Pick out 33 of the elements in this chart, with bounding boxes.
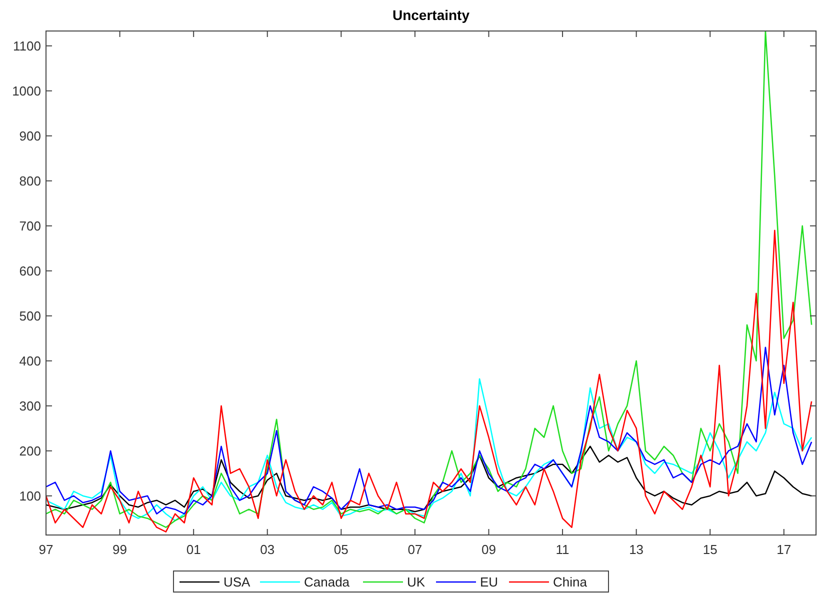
y-tick-label: 800 (19, 173, 41, 188)
line-series (46, 446, 812, 512)
y-tick-label: 900 (19, 128, 41, 144)
line-series (46, 346, 812, 514)
x-tick-label: 99 (112, 542, 128, 557)
x-tick-label: 13 (629, 542, 644, 557)
x-tick-label: 07 (408, 542, 422, 557)
line-series (46, 31, 812, 528)
y-tick-label: 600 (19, 263, 41, 278)
x-tick-label: 05 (334, 542, 348, 557)
chart-title: Uncertainty (392, 7, 470, 23)
y-tick-label: 200 (19, 443, 41, 458)
y-tick-label: 500 (19, 308, 41, 324)
legend-label: EU (480, 574, 498, 590)
legend-label: UK (407, 574, 426, 590)
y-tick-label: 100 (19, 488, 41, 504)
y-tick-label: 1000 (12, 83, 41, 98)
y-tick-label: 400 (19, 353, 41, 368)
legend-label: USA (224, 574, 251, 590)
legend-label: China (553, 574, 588, 590)
legend-label: Canada (304, 574, 350, 590)
x-tick-label: 09 (482, 542, 496, 557)
y-tick-label: 300 (19, 398, 41, 414)
x-tick-label: 97 (38, 542, 54, 557)
x-tick-label: 15 (702, 542, 718, 557)
x-tick-label: 17 (776, 542, 792, 557)
line-series (46, 230, 812, 532)
x-tick-label: 03 (260, 542, 275, 557)
y-tick-label: 700 (19, 218, 41, 234)
line-series (46, 378, 812, 522)
x-tick-label: 11 (556, 542, 570, 557)
y-tick-label: 1100 (13, 38, 41, 54)
x-tick-label: 01 (186, 542, 201, 557)
